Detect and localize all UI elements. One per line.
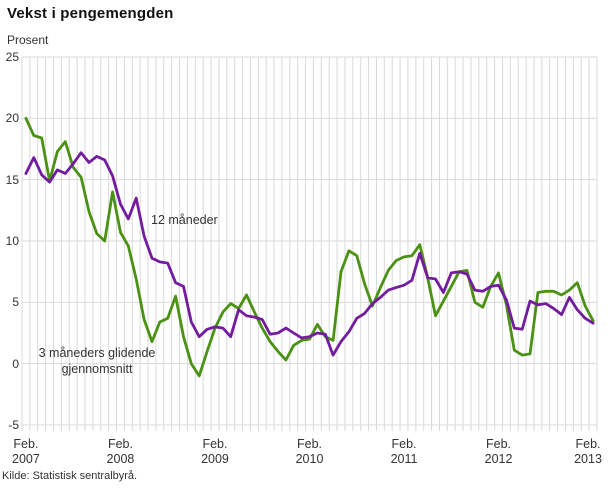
source-credit: Kilde: Statistisk sentralbyrå. [2,470,138,482]
y-tick-label: 0 [12,356,19,371]
x-tick-year: 2007 [12,452,40,466]
series-label-3-maneders-glidende: 3 måneders glidende gjennomsnitt [28,345,166,377]
y-tick-label: 15 [5,172,19,187]
x-tick-year: 2008 [106,452,135,466]
page-title: Vekst i pengemengden [7,5,174,22]
x-tick-month: Feb. [486,437,512,451]
x-tick-month: Feb. [296,437,322,451]
x-tick-label: Feb. 2011 [382,437,426,467]
y-tick-label: 10 [5,234,19,248]
x-tick-month: Feb. [575,437,601,451]
series-label-3m-line1: 3 måneders glidende [38,346,156,360]
horizontal-gridlines [22,56,597,426]
series-3-maneders-glidende-line [24,116,595,378]
x-tick-month: Feb. [107,437,133,451]
x-tick-year: 2009 [201,452,229,466]
y-tick-label: 20 [5,111,19,126]
x-tick-year: 2013 [574,452,602,466]
x-tick-label: Feb. 2009 [193,437,237,467]
vertical-gridlines [21,57,598,431]
x-tick-month: Feb. [13,437,39,451]
x-tick-month: Feb. [391,437,417,451]
x-tick-year: 2012 [484,452,513,466]
x-tick-label: Feb. 2010 [288,437,332,467]
x-tick-year: 2011 [390,452,418,466]
series-label-12-maneder: 12 måneder [151,213,218,227]
y-tick-label: -5 [8,418,19,432]
y-axis-title: Prosent [7,33,49,47]
series-label-3m-line2: gjennomsnitt [61,362,133,376]
x-tick-label: Feb. 2012 [477,437,521,467]
x-tick-month: Feb. [202,437,228,451]
x-tick-label: Feb. 2007 [4,437,48,467]
x-tick-label: Feb. 2008 [98,437,142,467]
y-tick-label: 5 [12,295,19,310]
series-12-maneder-line [24,151,595,357]
x-tick-label: Feb. 2013 [566,437,610,467]
y-tick-label: 25 [5,50,19,64]
x-tick-year: 2010 [295,452,324,466]
